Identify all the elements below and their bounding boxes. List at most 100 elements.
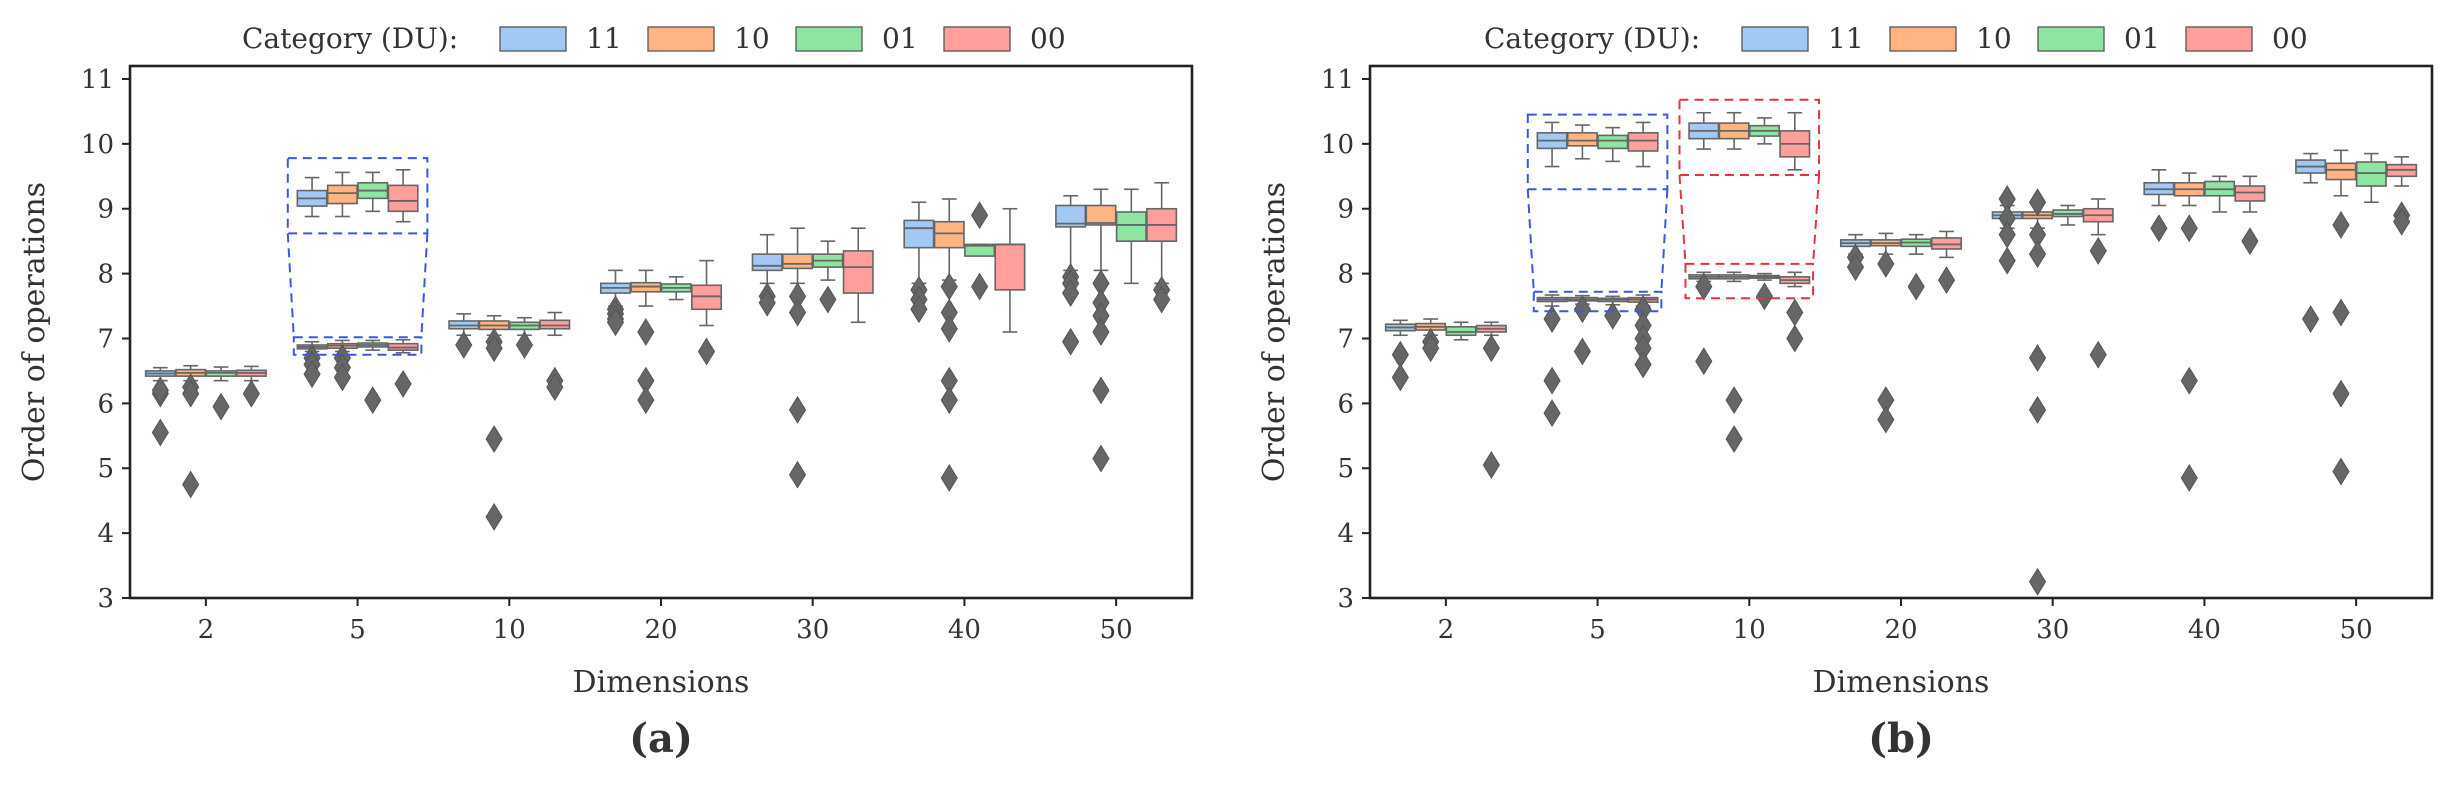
y-tick-label: 4 — [97, 519, 114, 549]
panel-label: (b) — [1868, 715, 1934, 762]
legend-swatch — [499, 26, 567, 52]
box — [1930, 237, 1963, 250]
x-tick-label: 50 — [1100, 615, 1133, 645]
outlier-point — [182, 379, 200, 408]
outlier-point — [910, 295, 928, 324]
zoom-inset-box — [286, 157, 429, 235]
zoom-connector — [1526, 189, 1535, 292]
outlier-point — [182, 470, 200, 499]
box — [1115, 211, 1147, 242]
outlier-point — [2241, 227, 2259, 256]
outlier-point — [940, 464, 958, 492]
outlier-point — [2302, 305, 2320, 333]
y-tick-label: 10 — [81, 130, 114, 160]
outlier-point — [2028, 567, 2047, 596]
legend-swatch — [2037, 26, 2105, 52]
outlier-point — [394, 369, 412, 398]
outlier-point — [2089, 236, 2107, 265]
outlier-point — [1573, 337, 1591, 366]
legend-swatch — [647, 26, 715, 52]
outlier-point — [1391, 363, 1409, 392]
legend-swatch — [943, 26, 1011, 52]
x-tick-label: 20 — [1884, 615, 1917, 645]
legend: Category (DU): 11 10 01 00 — [242, 22, 1066, 55]
outlier-point — [1695, 272, 1713, 301]
legend-label: 00 — [2272, 22, 2308, 55]
y-tick-label: 11 — [1321, 65, 1354, 95]
box — [964, 243, 996, 257]
y-tick-label: 7 — [97, 324, 114, 354]
x-tick-label: 2 — [198, 615, 215, 645]
chart-panel-a: 3 4 5 6 7 8 9 10 11 2 5 10 20 30 40 50 Dimensions Order o… — [17, 64, 1194, 762]
zoom-inset-box — [1678, 98, 1821, 176]
outlier-point — [1482, 451, 1500, 479]
legend-label: 01 — [882, 22, 918, 55]
outlier-point — [2180, 366, 2198, 395]
box — [1445, 326, 1477, 337]
y-tick-label: 3 — [97, 584, 114, 614]
y-axis-label: Order of operations — [17, 182, 52, 482]
zoom-source-box — [292, 336, 423, 356]
x-tick-label: 5 — [1589, 615, 1606, 645]
x-tick-label: 40 — [2188, 615, 2221, 645]
outlier-point — [1092, 376, 1110, 405]
outlier-point — [1543, 366, 1561, 395]
outlier-point — [2028, 240, 2047, 269]
y-tick-label: 7 — [1337, 324, 1354, 354]
x-tick-label: 20 — [644, 615, 677, 645]
outlier-point — [1062, 327, 1080, 356]
outlier-point — [758, 288, 776, 317]
outlier-point — [546, 373, 564, 402]
legend-label: 01 — [2124, 22, 2160, 55]
outlier-point — [2028, 395, 2047, 424]
zoom-connector — [1678, 174, 1687, 264]
outlier-point — [485, 334, 503, 363]
box — [751, 253, 783, 272]
x-tick-label: 10 — [493, 615, 526, 645]
legend-title: Category (DU): — [242, 22, 458, 55]
box — [903, 219, 935, 249]
outlier-point — [1846, 253, 1865, 282]
outlier-point — [2089, 340, 2107, 369]
outlier-point — [1543, 305, 1561, 333]
outlier-point — [1877, 405, 1895, 434]
y-tick-label: 6 — [1337, 389, 1354, 419]
outlier-point — [1573, 295, 1591, 324]
legend: Category (DU): 11 10 01 00 — [1484, 22, 2308, 55]
outlier-point — [788, 460, 807, 489]
outlier-point — [1543, 399, 1561, 428]
outlier-point — [2393, 207, 2411, 236]
outlier-point — [1755, 282, 1774, 311]
outlier-point — [971, 201, 989, 230]
box — [1566, 132, 1598, 147]
box — [2325, 162, 2357, 181]
outlier-point — [242, 379, 260, 408]
y-tick-label: 9 — [1337, 195, 1354, 225]
outlier-point — [940, 314, 958, 343]
outlier-point — [2180, 464, 2198, 492]
y-tick-label: 5 — [97, 454, 114, 484]
outlier-point — [333, 363, 351, 392]
y-tick-label: 10 — [1321, 130, 1354, 160]
outlier-point — [2332, 298, 2350, 327]
y-tick-label: 6 — [97, 389, 114, 419]
outlier-point — [1092, 444, 1110, 473]
outlier-point — [940, 386, 958, 415]
outlier-point — [1482, 334, 1500, 363]
panel-label: (a) — [629, 715, 693, 762]
outlier-point — [1786, 324, 1804, 353]
outlier-point — [2332, 210, 2350, 239]
box — [1627, 132, 1659, 152]
outlier-point — [1062, 279, 1080, 308]
outlier-point — [697, 337, 716, 366]
legend-swatch — [2185, 26, 2253, 52]
box — [690, 284, 723, 311]
outlier-point — [151, 418, 169, 447]
x-tick-label: 2 — [1438, 615, 1455, 645]
y-tick-label: 4 — [1337, 519, 1354, 549]
y-tick-label: 8 — [97, 260, 114, 290]
outlier-point — [151, 376, 169, 405]
chart-panel-b: 3 4 5 6 7 8 9 10 11 2 5 10 20 30 40 50 Dimensions Order o… — [1257, 64, 2434, 762]
box — [842, 250, 874, 294]
outlier-point — [485, 502, 503, 531]
